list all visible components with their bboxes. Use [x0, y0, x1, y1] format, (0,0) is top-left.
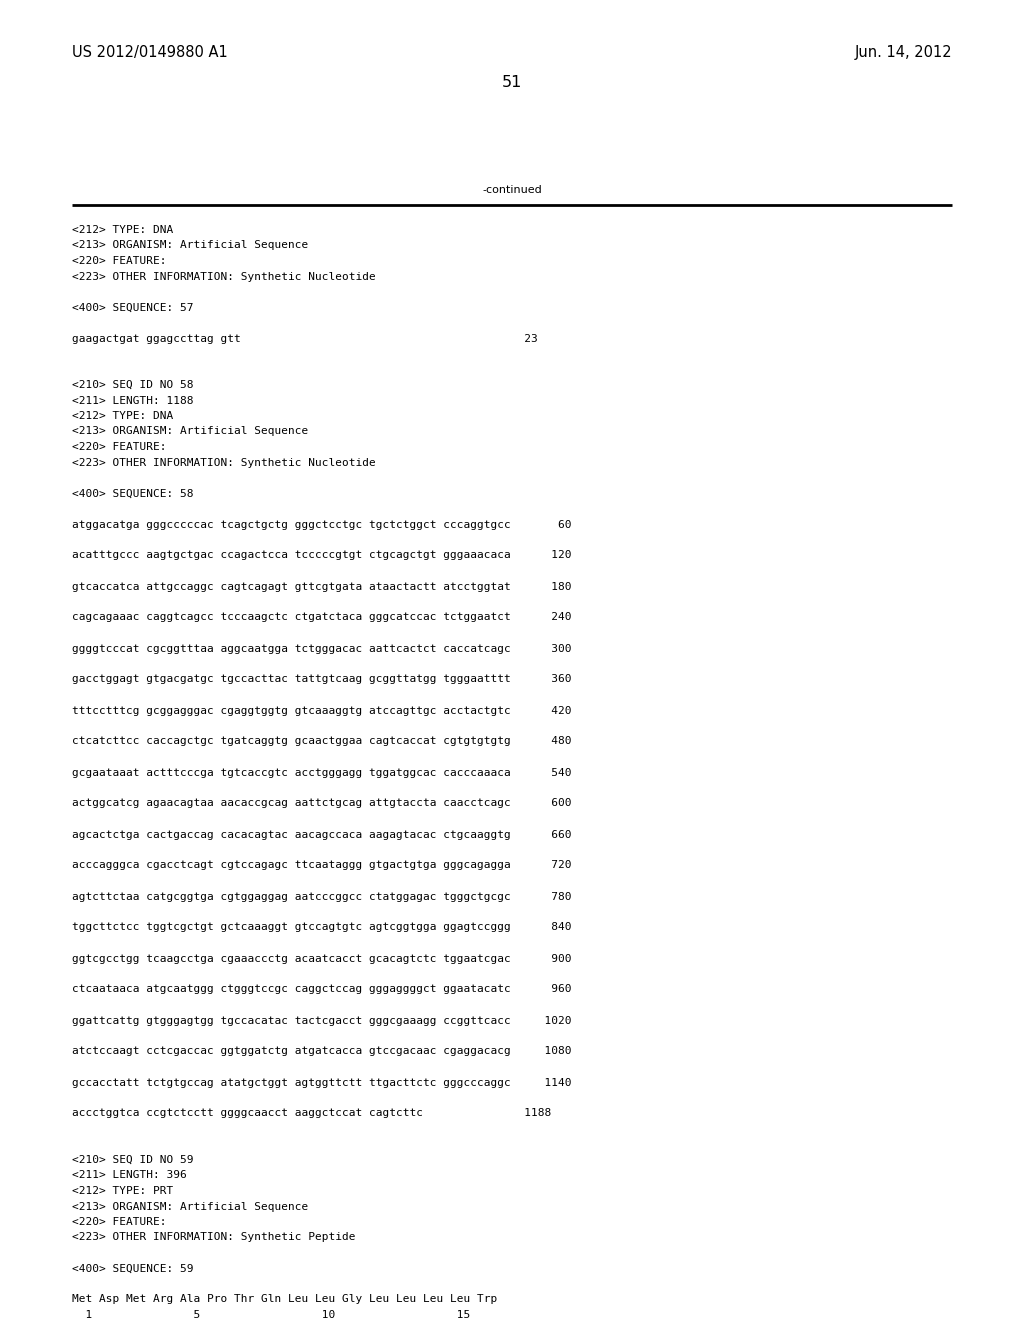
- Text: gaagactgat ggagccttag gtt                                          23: gaagactgat ggagccttag gtt 23: [72, 334, 538, 343]
- Text: 51: 51: [502, 75, 522, 90]
- Text: acatttgccc aagtgctgac ccagactcca tcccccgtgt ctgcagctgt gggaaacaca      120: acatttgccc aagtgctgac ccagactcca tcccccg…: [72, 550, 571, 561]
- Text: <211> LENGTH: 396: <211> LENGTH: 396: [72, 1171, 186, 1180]
- Text: <213> ORGANISM: Artificial Sequence: <213> ORGANISM: Artificial Sequence: [72, 426, 308, 437]
- Text: gacctggagt gtgacgatgc tgccacttac tattgtcaag gcggttatgg tgggaatttt      360: gacctggagt gtgacgatgc tgccacttac tattgtc…: [72, 675, 571, 685]
- Text: cagcagaaac caggtcagcc tcccaagctc ctgatctaca gggcatccac tctggaatct      240: cagcagaaac caggtcagcc tcccaagctc ctgatct…: [72, 612, 571, 623]
- Text: ctcatcttcc caccagctgc tgatcaggtg gcaactggaa cagtcaccat cgtgtgtgtg      480: ctcatcttcc caccagctgc tgatcaggtg gcaactg…: [72, 737, 571, 747]
- Text: Met Asp Met Arg Ala Pro Thr Gln Leu Leu Gly Leu Leu Leu Leu Trp: Met Asp Met Arg Ala Pro Thr Gln Leu Leu …: [72, 1295, 498, 1304]
- Text: agcactctga cactgaccag cacacagtac aacagccaca aagagtacac ctgcaaggtg      660: agcactctga cactgaccag cacacagtac aacagcc…: [72, 829, 571, 840]
- Text: <220> FEATURE:: <220> FEATURE:: [72, 256, 167, 267]
- Text: ggattcattg gtgggagtgg tgccacatac tactcgacct gggcgaaagg ccggttcacc     1020: ggattcattg gtgggagtgg tgccacatac tactcga…: [72, 1015, 571, 1026]
- Text: US 2012/0149880 A1: US 2012/0149880 A1: [72, 45, 227, 59]
- Text: 1               5                  10                  15: 1 5 10 15: [72, 1309, 470, 1320]
- Text: <223> OTHER INFORMATION: Synthetic Nucleotide: <223> OTHER INFORMATION: Synthetic Nucle…: [72, 458, 376, 467]
- Text: <210> SEQ ID NO 59: <210> SEQ ID NO 59: [72, 1155, 194, 1166]
- Text: <400> SEQUENCE: 59: <400> SEQUENCE: 59: [72, 1263, 194, 1274]
- Text: accctggtca ccgtctcctt ggggcaacct aaggctccat cagtcttc               1188: accctggtca ccgtctcctt ggggcaacct aaggctc…: [72, 1109, 551, 1118]
- Text: atggacatga gggcccccac tcagctgctg gggctcctgc tgctctggct cccaggtgcc       60: atggacatga gggcccccac tcagctgctg gggctcc…: [72, 520, 571, 529]
- Text: ggtcgcctgg tcaagcctga cgaaaccctg acaatcacct gcacagtctc tggaatcgac      900: ggtcgcctgg tcaagcctga cgaaaccctg acaatca…: [72, 953, 571, 964]
- Text: <210> SEQ ID NO 58: <210> SEQ ID NO 58: [72, 380, 194, 389]
- Text: <400> SEQUENCE: 57: <400> SEQUENCE: 57: [72, 302, 194, 313]
- Text: <220> FEATURE:: <220> FEATURE:: [72, 1217, 167, 1228]
- Text: <211> LENGTH: 1188: <211> LENGTH: 1188: [72, 396, 194, 405]
- Text: atctccaagt cctcgaccac ggtggatctg atgatcacca gtccgacaac cgaggacacg     1080: atctccaagt cctcgaccac ggtggatctg atgatca…: [72, 1047, 571, 1056]
- Text: agtcttctaa catgcggtga cgtggaggag aatcccggcc ctatggagac tgggctgcgc      780: agtcttctaa catgcggtga cgtggaggag aatcccg…: [72, 891, 571, 902]
- Text: <212> TYPE: PRT: <212> TYPE: PRT: [72, 1185, 173, 1196]
- Text: <212> TYPE: DNA: <212> TYPE: DNA: [72, 411, 173, 421]
- Text: ctcaataaca atgcaatggg ctgggtccgc caggctccag gggaggggct ggaatacatc      960: ctcaataaca atgcaatggg ctgggtccgc caggctc…: [72, 985, 571, 994]
- Text: tggcttctcc tggtcgctgt gctcaaaggt gtccagtgtc agtcggtgga ggagtccggg      840: tggcttctcc tggtcgctgt gctcaaaggt gtccagt…: [72, 923, 571, 932]
- Text: <223> OTHER INFORMATION: Synthetic Nucleotide: <223> OTHER INFORMATION: Synthetic Nucle…: [72, 272, 376, 281]
- Text: ggggtcccat cgcggtttaa aggcaatgga tctgggacac aattcactct caccatcagc      300: ggggtcccat cgcggtttaa aggcaatgga tctggga…: [72, 644, 571, 653]
- Text: gcgaataaat actttcccga tgtcaccgtc acctgggagg tggatggcac cacccaaaca      540: gcgaataaat actttcccga tgtcaccgtc acctggg…: [72, 767, 571, 777]
- Text: actggcatcg agaacagtaa aacaccgcag aattctgcag attgtaccta caacctcagc      600: actggcatcg agaacagtaa aacaccgcag aattctg…: [72, 799, 571, 808]
- Text: <223> OTHER INFORMATION: Synthetic Peptide: <223> OTHER INFORMATION: Synthetic Pepti…: [72, 1233, 355, 1242]
- Text: <220> FEATURE:: <220> FEATURE:: [72, 442, 167, 451]
- Text: tttcctttcg gcggagggac cgaggtggtg gtcaaaggtg atccagttgc acctactgtc      420: tttcctttcg gcggagggac cgaggtggtg gtcaaag…: [72, 705, 571, 715]
- Text: <400> SEQUENCE: 58: <400> SEQUENCE: 58: [72, 488, 194, 499]
- Text: gtcaccatca attgccaggc cagtcagagt gttcgtgata ataactactt atcctggtat      180: gtcaccatca attgccaggc cagtcagagt gttcgtg…: [72, 582, 571, 591]
- Text: gccacctatt tctgtgccag atatgctggt agtggttctt ttgacttctc gggcccaggc     1140: gccacctatt tctgtgccag atatgctggt agtggtt…: [72, 1077, 571, 1088]
- Text: Jun. 14, 2012: Jun. 14, 2012: [854, 45, 952, 59]
- Text: <213> ORGANISM: Artificial Sequence: <213> ORGANISM: Artificial Sequence: [72, 240, 308, 251]
- Text: <213> ORGANISM: Artificial Sequence: <213> ORGANISM: Artificial Sequence: [72, 1201, 308, 1212]
- Text: -continued: -continued: [482, 185, 542, 195]
- Text: <212> TYPE: DNA: <212> TYPE: DNA: [72, 224, 173, 235]
- Text: acccagggca cgacctcagt cgtccagagc ttcaataggg gtgactgtga gggcagagga      720: acccagggca cgacctcagt cgtccagagc ttcaata…: [72, 861, 571, 870]
